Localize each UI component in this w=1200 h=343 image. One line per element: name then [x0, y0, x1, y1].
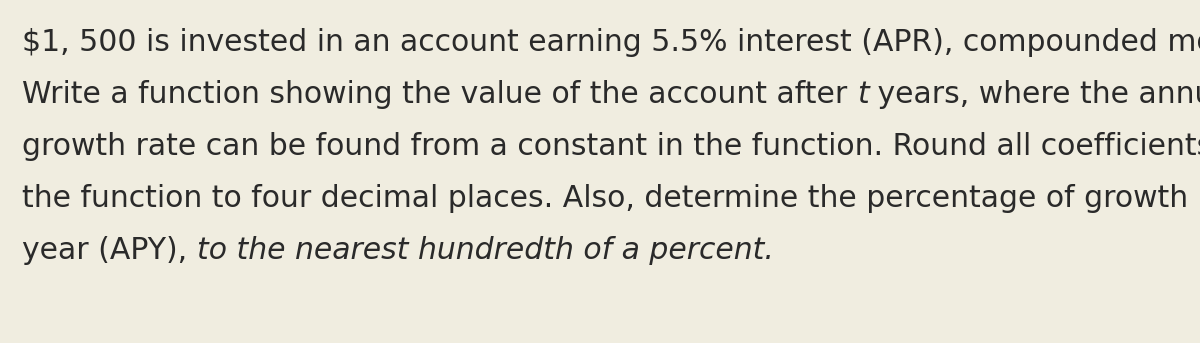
- Text: Write a function showing the value of the account after: Write a function showing the value of th…: [22, 80, 857, 109]
- Text: year (APY),: year (APY),: [22, 236, 197, 265]
- Text: t: t: [857, 80, 869, 109]
- Text: the function to four decimal places. Also, determine the percentage of growth pe: the function to four decimal places. Als…: [22, 184, 1200, 213]
- Text: growth rate can be found from a constant in the function. Round all coefficients: growth rate can be found from a constant…: [22, 132, 1200, 161]
- Text: years, where the annual: years, where the annual: [869, 80, 1200, 109]
- Text: to the nearest hundredth of a percent.: to the nearest hundredth of a percent.: [197, 236, 774, 265]
- Text: $1, 500 is invested in an account earning 5.5% interest (APR), compounded monthl: $1, 500 is invested in an account earnin…: [22, 28, 1200, 57]
